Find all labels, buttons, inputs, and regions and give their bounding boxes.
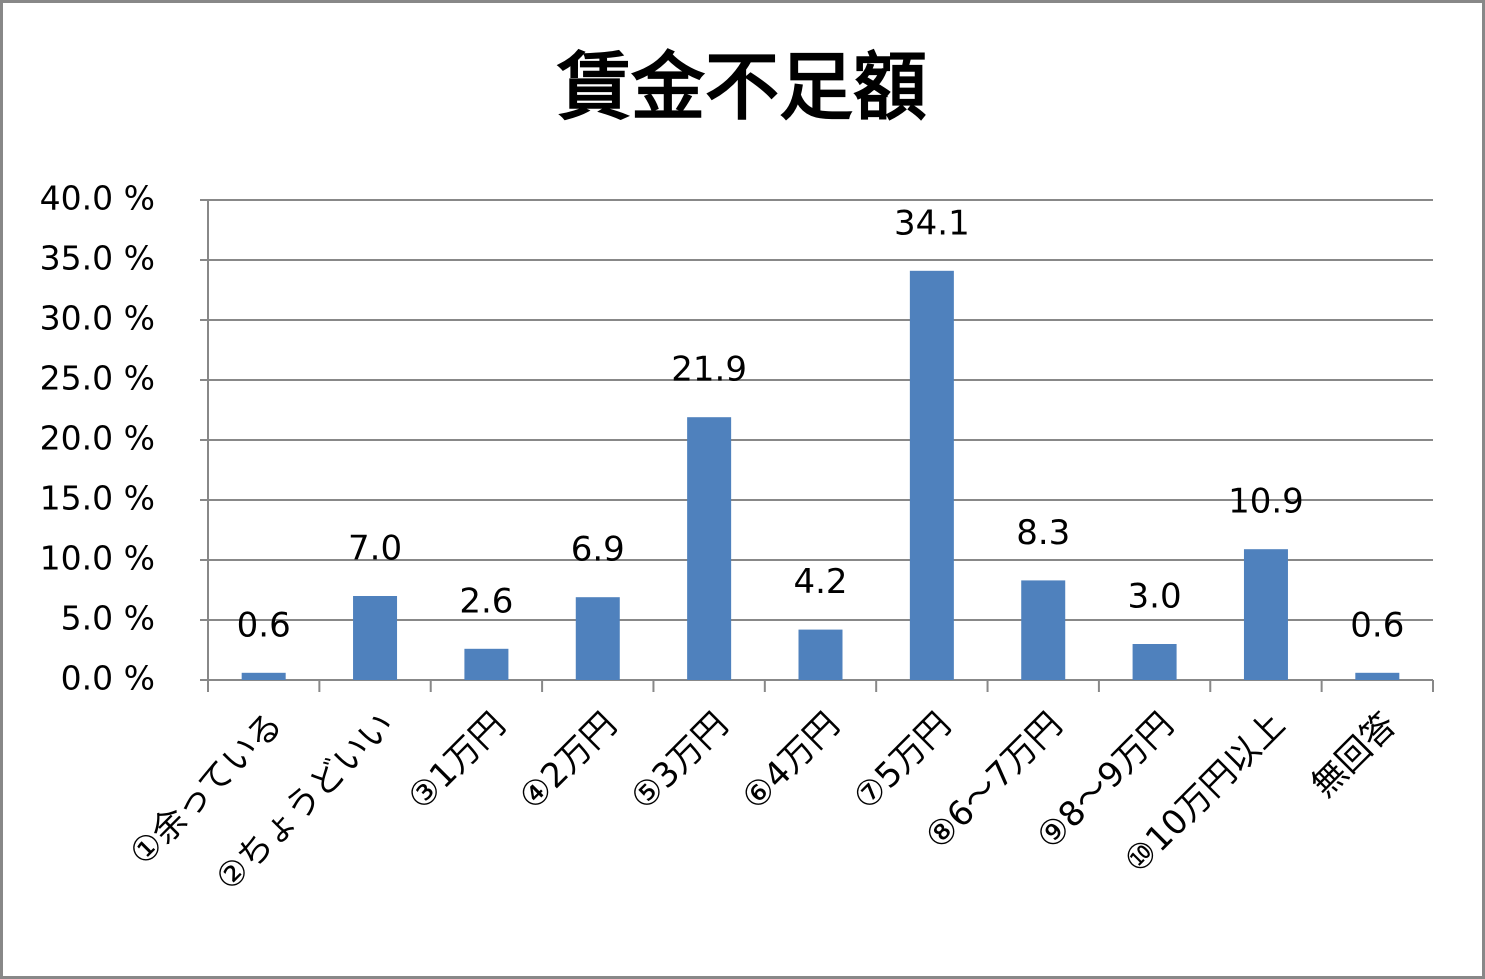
- data-label: 4.2: [793, 562, 847, 602]
- bar: [241, 672, 286, 680]
- data-label: 3.0: [1128, 577, 1182, 617]
- y-tick-label: 5.0 %: [61, 599, 155, 638]
- data-label: 0.6: [237, 605, 291, 645]
- bar: [1021, 580, 1066, 680]
- data-label: 7.0: [348, 529, 402, 569]
- data-label: 21.9: [671, 350, 747, 390]
- y-tick-label: 35.0 %: [40, 239, 155, 278]
- y-tick-label: 40.0 %: [40, 179, 155, 218]
- bar: [1243, 549, 1288, 680]
- chart-title: 賃金不足額: [556, 45, 927, 131]
- y-tick-label: 10.0 %: [40, 539, 155, 578]
- bar: [798, 629, 843, 680]
- bar: [1132, 644, 1177, 680]
- bar: [687, 417, 732, 680]
- data-label: 0.6: [1350, 605, 1404, 645]
- y-tick-label: 0.0 %: [61, 659, 155, 698]
- y-tick-label: 15.0 %: [40, 479, 155, 518]
- y-tick-label: 20.0 %: [40, 419, 155, 458]
- bar: [1355, 672, 1400, 680]
- y-tick-label: 25.0 %: [40, 359, 155, 398]
- bar: [464, 648, 509, 680]
- bar: [909, 270, 954, 680]
- data-label: 10.9: [1228, 482, 1304, 522]
- y-tick-label: 30.0 %: [40, 299, 155, 338]
- data-label: 34.1: [894, 203, 970, 243]
- bar: [575, 597, 620, 680]
- bar: [353, 596, 398, 680]
- data-label: 2.6: [459, 581, 513, 621]
- data-label: 6.9: [571, 530, 625, 570]
- data-label: 8.3: [1016, 513, 1070, 553]
